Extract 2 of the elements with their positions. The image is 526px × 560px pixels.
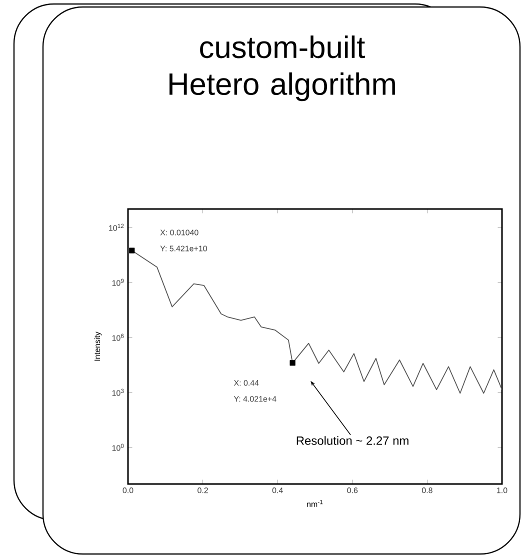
annotation: Resolution ~ 2.27 nm [296, 436, 408, 445]
chart-title: custom-built Hetero algorithm [170, 36, 395, 102]
